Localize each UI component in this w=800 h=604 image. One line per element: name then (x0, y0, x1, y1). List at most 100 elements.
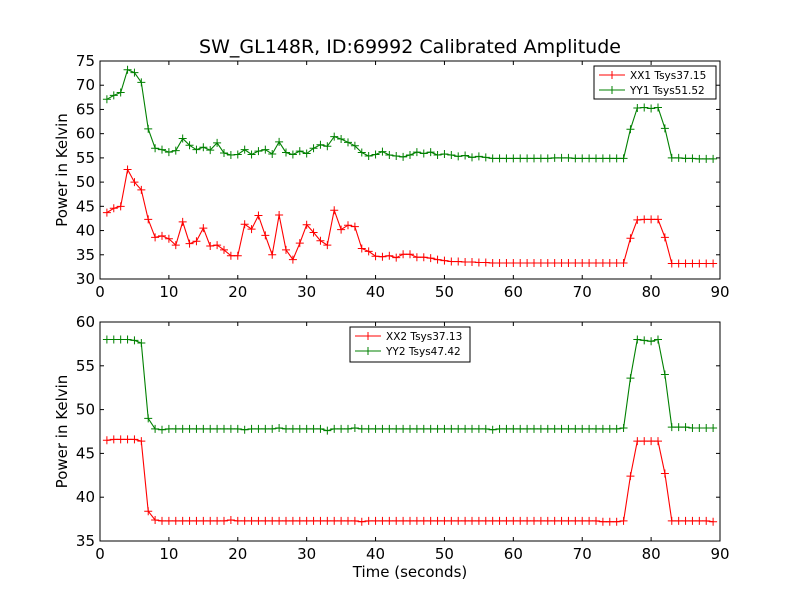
x-tick-label: 90 (710, 283, 729, 301)
x-axis-label: Time (seconds) (352, 563, 468, 581)
data-point (509, 424, 518, 433)
data-point (151, 233, 160, 242)
data-point (399, 152, 408, 161)
data-point (130, 435, 139, 444)
series-line-1 (106, 438, 714, 523)
data-point (199, 224, 208, 233)
data-point (660, 233, 669, 242)
data-point (516, 516, 525, 525)
data-point (695, 154, 704, 163)
data-point (151, 144, 160, 153)
data-point (633, 335, 642, 344)
data-point (144, 124, 153, 133)
data-point (337, 225, 346, 234)
legend-marker (608, 71, 616, 79)
data-point (233, 251, 242, 260)
data-point (254, 424, 263, 433)
data-point (247, 225, 256, 234)
data-point (412, 253, 421, 262)
data-point (433, 516, 442, 525)
data-point (385, 516, 394, 525)
data-point (502, 424, 511, 433)
data-point (447, 424, 456, 433)
data-point (647, 337, 656, 346)
data-point (316, 236, 325, 245)
data-point (109, 91, 118, 100)
data-point (378, 147, 387, 156)
data-point (592, 259, 600, 268)
data-point (523, 516, 532, 525)
data-point (275, 423, 284, 432)
data-point (530, 424, 538, 433)
data-point (344, 138, 352, 147)
data-point (612, 259, 621, 268)
data-point (178, 217, 187, 226)
x-tick-label: 40 (366, 545, 385, 563)
data-point (564, 259, 573, 268)
data-point (419, 253, 428, 262)
data-point (364, 247, 373, 256)
data-point (667, 259, 676, 268)
data-point (226, 251, 235, 260)
data-point (392, 151, 401, 160)
data-point (543, 154, 552, 163)
data-point (550, 424, 559, 433)
data-point (302, 149, 311, 158)
data-point (233, 424, 242, 433)
x-tick-label: 20 (228, 545, 247, 563)
y-tick-label: 65 (76, 100, 95, 118)
data-point (357, 244, 366, 253)
series-line-1 (106, 167, 714, 265)
data-point (323, 241, 332, 250)
data-point (592, 154, 600, 163)
data-point (357, 148, 366, 157)
data-point (261, 424, 270, 433)
data-point (564, 516, 573, 525)
figure-title: SW_GL148R, ID:69992 Calibrated Amplitude (199, 36, 621, 58)
data-point (206, 424, 215, 433)
data-point (192, 516, 201, 525)
x-tick-label: 30 (297, 545, 316, 563)
data-point (674, 259, 683, 268)
data-point (282, 516, 290, 525)
data-point (330, 206, 339, 215)
data-point (137, 339, 146, 348)
x-tick-label: 50 (435, 283, 454, 301)
data-point (213, 424, 222, 433)
data-point (226, 515, 235, 524)
x-tick-label: 60 (504, 545, 523, 563)
x-tick-label: 40 (366, 283, 385, 301)
data-point (330, 516, 339, 525)
data-point (275, 137, 284, 146)
data-point (192, 145, 201, 154)
data-point (268, 150, 277, 159)
data-point (137, 437, 146, 446)
data-point (454, 152, 463, 161)
data-point (536, 516, 545, 525)
data-point (647, 437, 656, 446)
data-point (647, 104, 656, 113)
data-point (371, 252, 380, 261)
data-point (268, 516, 277, 525)
data-point (530, 259, 538, 268)
data-point (323, 516, 332, 525)
data-point (461, 151, 470, 160)
data-point (164, 148, 173, 157)
data-point (674, 423, 683, 432)
data-point (240, 220, 249, 229)
data-point (226, 150, 235, 159)
data-point (592, 516, 600, 525)
data-point (109, 204, 118, 213)
data-point (247, 150, 256, 159)
data-point (481, 153, 490, 162)
data-point (619, 259, 628, 268)
data-point (516, 424, 525, 433)
data-point (654, 437, 662, 446)
x-tick-label: 10 (159, 283, 178, 301)
data-point (364, 424, 373, 433)
data-point (158, 145, 166, 154)
data-point (399, 516, 408, 525)
y-tick-label: 35 (76, 246, 95, 264)
